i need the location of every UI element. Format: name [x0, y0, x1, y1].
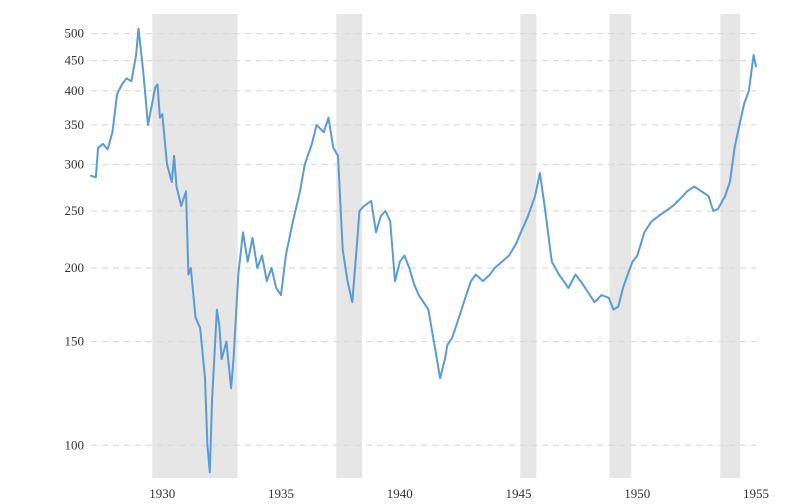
recession-band-5: [720, 14, 741, 478]
recession-band-4: [609, 14, 632, 478]
y-tick-label-150: 150: [65, 334, 85, 349]
x-tick-label-1950: 1950: [624, 486, 650, 501]
y-tick-label-500: 500: [65, 26, 85, 41]
recession-bands: [152, 14, 741, 478]
x-axis-tick-labels: 1930 1935 1940 1945 1950 1955: [149, 486, 769, 501]
y-axis-tick-labels: 100 150 200 250 300 350 400 450 500: [65, 26, 85, 453]
y-tick-label-400: 400: [65, 83, 85, 98]
x-tick-label-1930: 1930: [149, 486, 175, 501]
y-tick-label-200: 200: [65, 260, 85, 275]
recession-band-3: [520, 14, 537, 478]
y-tick-label-350: 350: [65, 117, 85, 132]
y-tick-label-450: 450: [65, 53, 85, 68]
x-tick-label-1940: 1940: [387, 486, 413, 501]
x-tick-label-1935: 1935: [268, 486, 294, 501]
y-tick-label-250: 250: [65, 203, 85, 218]
series-line-1: [90, 27, 757, 474]
series-group: [90, 27, 757, 474]
y-tick-label-300: 300: [65, 156, 85, 171]
x-tick-label-1945: 1945: [506, 486, 532, 501]
recession-band-2: [336, 14, 363, 478]
recession-band-1: [152, 14, 238, 478]
y-tick-label-100: 100: [65, 437, 85, 452]
x-tick-label-1955: 1955: [743, 486, 769, 501]
